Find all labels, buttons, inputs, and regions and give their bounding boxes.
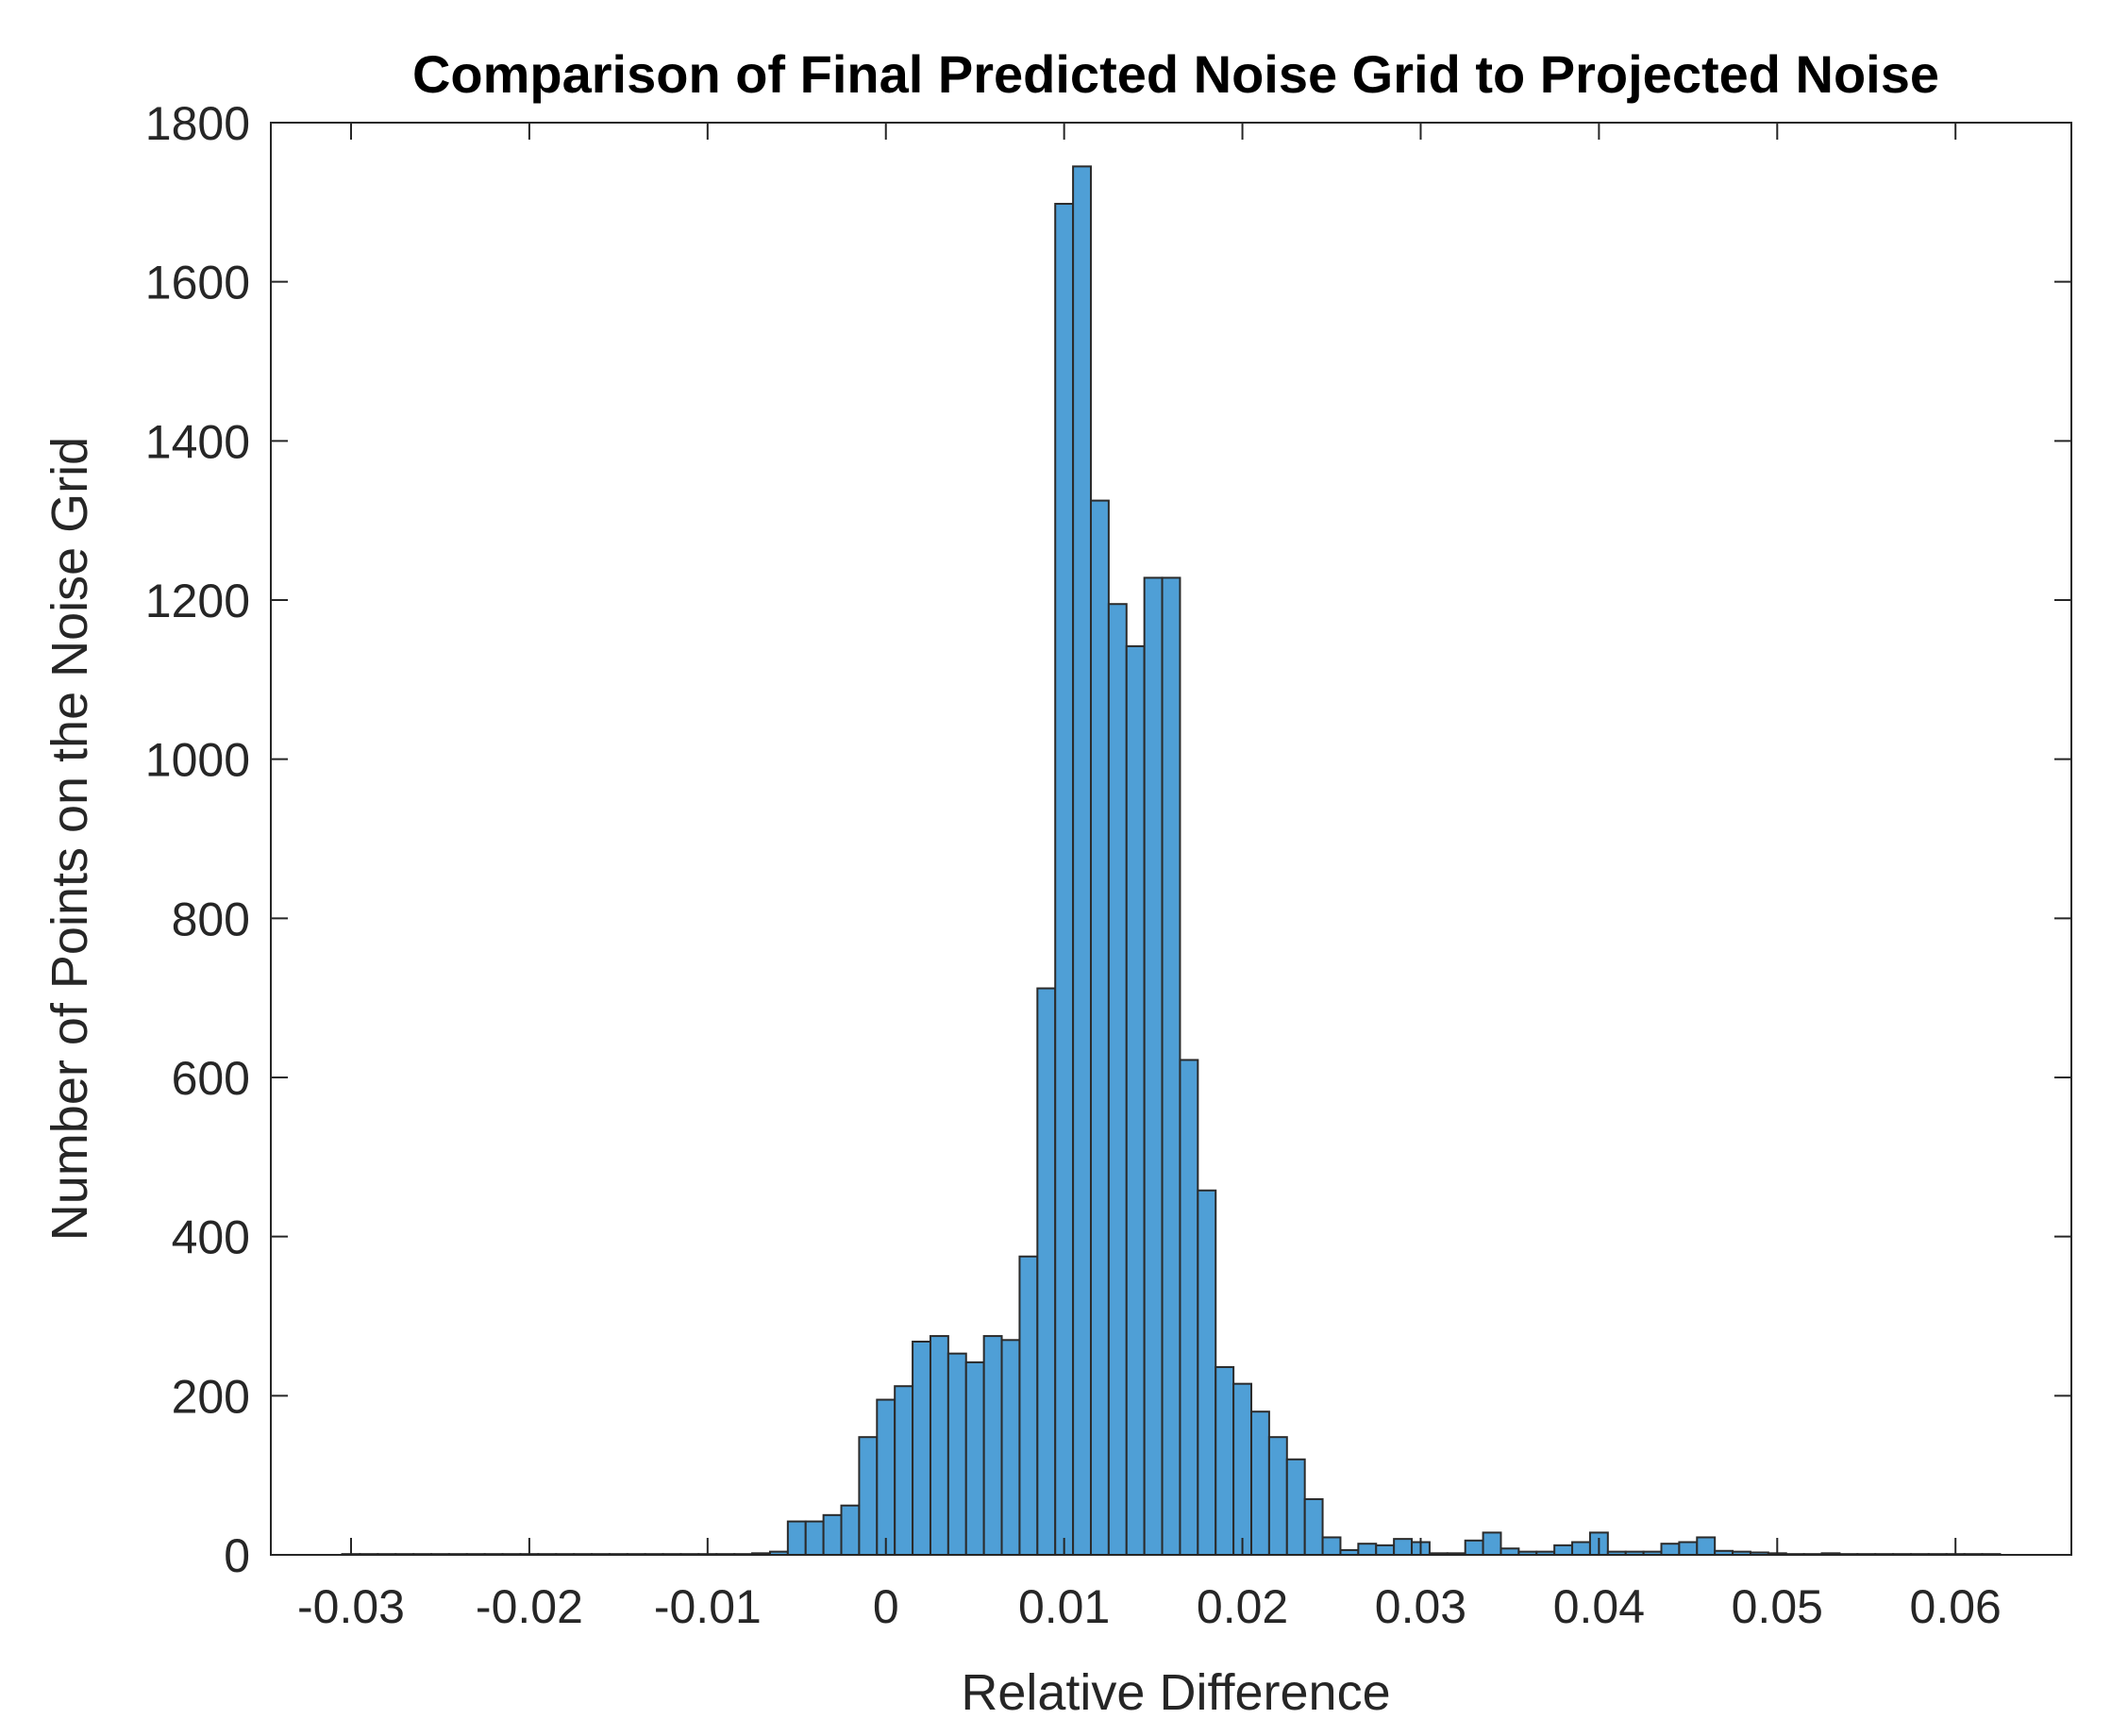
histogram-bar [1285,1458,1306,1557]
histogram-bar [912,1340,931,1556]
histogram-bar [1054,203,1075,1556]
histogram-bar [1125,644,1146,1556]
histogram-bar [1678,1541,1699,1557]
histogram-bar [1499,1547,1520,1556]
histogram-bar [876,1398,896,1557]
histogram-bar [1464,1539,1484,1556]
histogram-bar [1303,1497,1324,1556]
histogram-bar [1072,165,1092,1556]
histogram-bar [822,1513,843,1556]
histogram-bar [1161,576,1181,1556]
histogram-bar [804,1520,825,1556]
histogram-bar [929,1335,949,1556]
histogram-bar [1553,1544,1574,1557]
histogram-bar [982,1335,1003,1556]
histogram-bar [1250,1410,1270,1556]
x-axis-label: Relative Difference [961,1664,1390,1721]
histogram-bars [341,165,2002,1557]
y-tick-label: 1600 [145,257,250,309]
histogram-bar [840,1504,861,1556]
histogram-bar [1232,1382,1253,1557]
x-tick-label: 0.05 [1732,1580,1823,1633]
histogram-bar [894,1385,914,1556]
y-tick-label: 400 [172,1211,250,1264]
histogram-bar [1660,1543,1681,1556]
x-tick-label: -0.03 [297,1580,405,1633]
histogram-bar [1482,1531,1502,1557]
histogram-bar [1375,1544,1396,1557]
histogram-bar [1696,1536,1717,1556]
histogram-bar [1393,1538,1414,1557]
x-tick-label: 0.06 [1910,1580,2002,1633]
histogram-bar [1036,987,1057,1557]
histogram-bar [1215,1365,1235,1556]
x-tick-label: 0.01 [1018,1580,1110,1633]
x-tick-label: 0.02 [1197,1580,1288,1633]
histogram-bar [1321,1536,1342,1556]
x-tick-label: 0.04 [1553,1580,1645,1633]
y-tick-label: 1200 [145,575,250,627]
histogram-bar [1089,499,1110,1557]
histogram-bar [858,1436,879,1556]
y-tick-label: 200 [172,1370,250,1423]
histogram-bar [1197,1189,1217,1556]
histogram-bar [964,1360,985,1557]
histogram-bar [1107,603,1128,1556]
histogram-bar [1000,1339,1021,1557]
histogram-bar [947,1352,967,1557]
chart-title: Comparison of Final Predicted Noise Grid… [412,44,1939,104]
histogram-bar [1179,1059,1199,1556]
y-tick-label: 1400 [145,415,250,468]
x-tick-label: -0.01 [654,1580,762,1633]
histogram-bar [1357,1543,1378,1556]
axis-ticks: -0.03 -0.02 -0.01 0 0.01 0.02 0.03 0.04 0.05 0.06… [145,97,2071,1633]
y-axis-label: Number of Points on the Noise Grid [42,437,98,1241]
x-tick-label: 0 [873,1580,899,1633]
histogram-bar [786,1520,807,1556]
y-tick-label: 1000 [145,734,250,787]
x-tick-label: 0.03 [1375,1580,1466,1633]
histogram-bar [1018,1255,1039,1556]
histogram-bar [1267,1436,1288,1556]
y-tick-label: 0 [224,1529,250,1582]
plot-area-frame [270,122,2072,1556]
y-tick-label: 600 [172,1052,250,1105]
histogram-bar [1571,1541,1591,1557]
histogram-bar [1143,576,1164,1556]
x-tick-label: -0.02 [476,1580,583,1633]
y-tick-label: 1800 [145,97,250,150]
y-tick-label: 800 [172,893,250,945]
